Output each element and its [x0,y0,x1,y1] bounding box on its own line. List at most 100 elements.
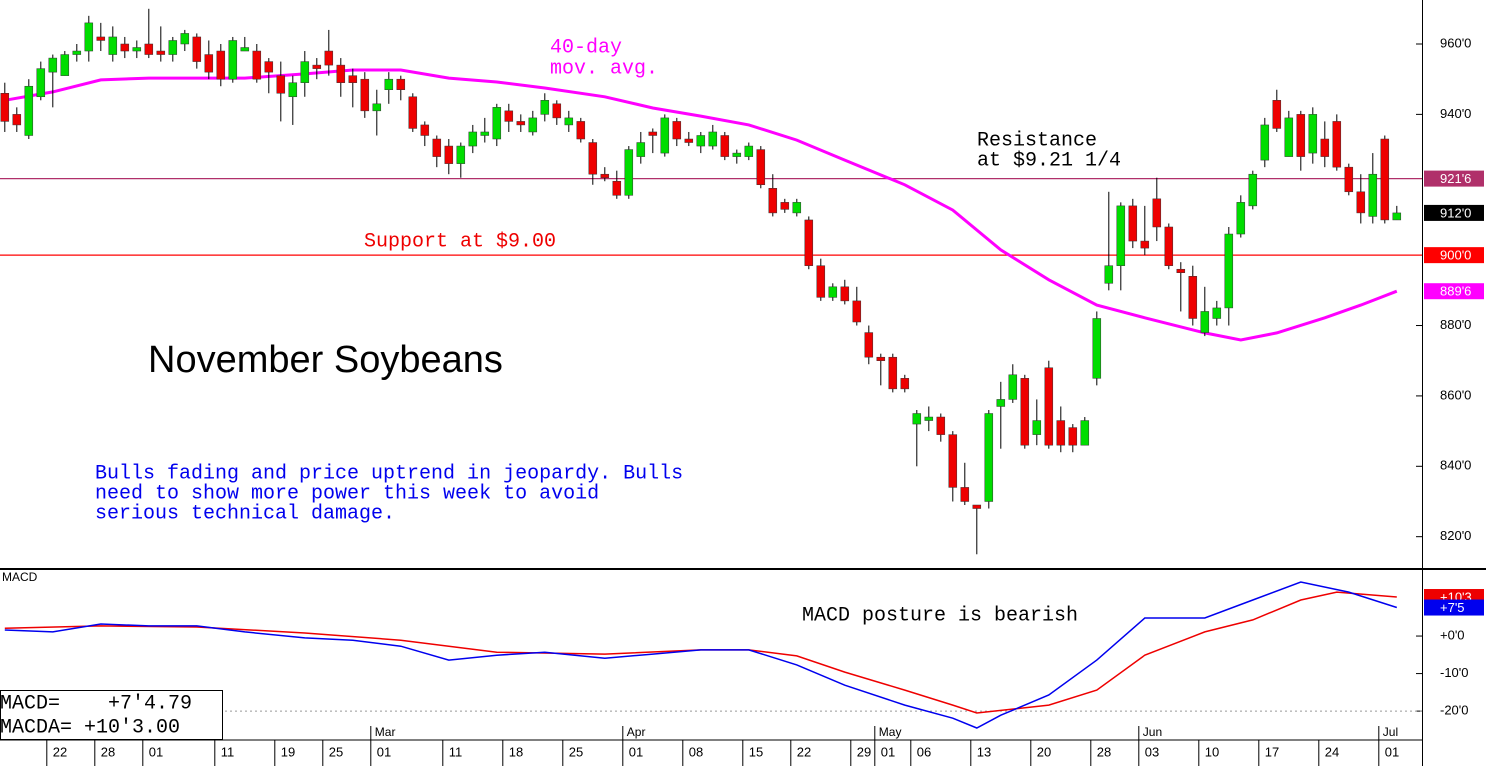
candle-body [1236,202,1246,235]
candle-body [72,50,82,55]
candle-body [660,117,670,154]
candle-body [1368,173,1378,217]
chart-title: November Soybeans [148,339,503,381]
y-tick-label: 960'0 [1440,35,1471,50]
macd-line [4,581,1398,729]
candle-body [1284,117,1294,157]
x-tick-label: 25 [569,744,583,759]
candle-body [156,50,166,55]
ma-label: 40-day [550,36,622,59]
x-tick-label: 01 [881,744,895,759]
candle-body [372,103,382,112]
candle-body [1188,276,1198,319]
panel-label: MACD [2,570,38,584]
candle-body [528,117,538,133]
x-tick-label: 25 [329,744,343,759]
candle-body [228,40,238,80]
candle-body [1152,198,1162,228]
candle-body [1248,173,1258,207]
candle-body [1272,100,1282,129]
candle-body [852,300,862,323]
month-label: Jul [1383,725,1398,739]
candle-body [792,202,802,214]
candle-body [900,378,910,390]
macd-annotation: MACD posture is bearish [802,604,1078,627]
ma-label: mov. avg. [550,57,658,80]
candle-body [252,50,262,80]
candle-body [1356,191,1366,214]
x-tick-label: 15 [749,744,763,759]
macd-flag: +7'5 [1440,600,1465,615]
x-tick-label: 06 [917,744,931,759]
level-flag: 900'0 [1440,248,1471,263]
candle-body [1224,233,1234,309]
candle-body [540,100,550,115]
candle-body [816,265,826,298]
x-tick-label: 17 [1265,744,1279,759]
last-flag-bg [1424,204,1484,221]
x-tick-label: 18 [509,744,523,759]
candle-body [840,286,850,302]
candle-body [1176,268,1186,273]
candle-body [684,138,694,143]
candle-body [48,57,58,73]
candle-body [1164,226,1174,266]
candle-body [768,188,778,214]
candle-body [1068,427,1078,446]
y-tick-label: 940'0 [1440,106,1471,121]
resistance-label: at $9.21 1/4 [977,149,1121,172]
candle-body [720,135,730,157]
support-label: Support at $9.00 [364,230,556,253]
x-tick-label: 19 [281,744,295,759]
candle-body [984,413,994,502]
x-tick-label: 01 [377,744,391,759]
candle-body [348,75,358,83]
candle-body [1308,114,1318,154]
candle-body [576,121,586,140]
macd-flag-bg [1424,599,1484,616]
level-flag: 921'6 [1440,171,1471,186]
candle-body [708,131,718,147]
x-tick-label: 01 [1385,744,1399,759]
month-label: Apr [627,725,646,739]
y-tick-label: -20'0 [1440,703,1469,718]
readout: MACDA= +10'3.00 [0,716,180,739]
candle-body [1080,420,1090,446]
candle-body [240,47,250,52]
candle-body [1056,420,1066,446]
comment: serious technical damage. [95,502,395,525]
candle-body [648,131,658,136]
level-flag-bg [1424,247,1484,264]
candle-body [132,47,142,52]
candle-body [0,93,10,122]
x-tick-label: 13 [977,744,991,759]
month-label: Mar [375,725,396,739]
candle-body [864,332,874,358]
candle-body [264,61,274,73]
month-label: May [879,725,902,739]
candle-body [1020,378,1030,446]
candle-body [96,36,106,41]
candle-body [1380,138,1390,221]
candle-body [12,114,22,126]
candle-body [36,68,46,98]
candle-body [924,416,934,421]
candle-body [972,504,982,509]
x-tick-label: 03 [1145,744,1159,759]
candle-body [1008,374,1018,400]
candle-body [936,416,946,435]
y-tick-label: 880'0 [1440,317,1471,332]
comment: need to show more power this week to avo… [95,482,599,505]
ma-flag-bg [1424,283,1484,300]
candle-body [600,173,610,178]
comment: Bulls fading and price uptrend in jeopar… [95,462,683,485]
candle-body [516,121,526,126]
candle-body [1260,124,1270,161]
candle-body [1104,265,1114,284]
candle-body [948,434,958,488]
candle-body [672,121,682,140]
candle-body [468,131,478,147]
candle-body [276,75,286,94]
candle-body [1296,114,1306,157]
candle-body [1320,138,1330,157]
